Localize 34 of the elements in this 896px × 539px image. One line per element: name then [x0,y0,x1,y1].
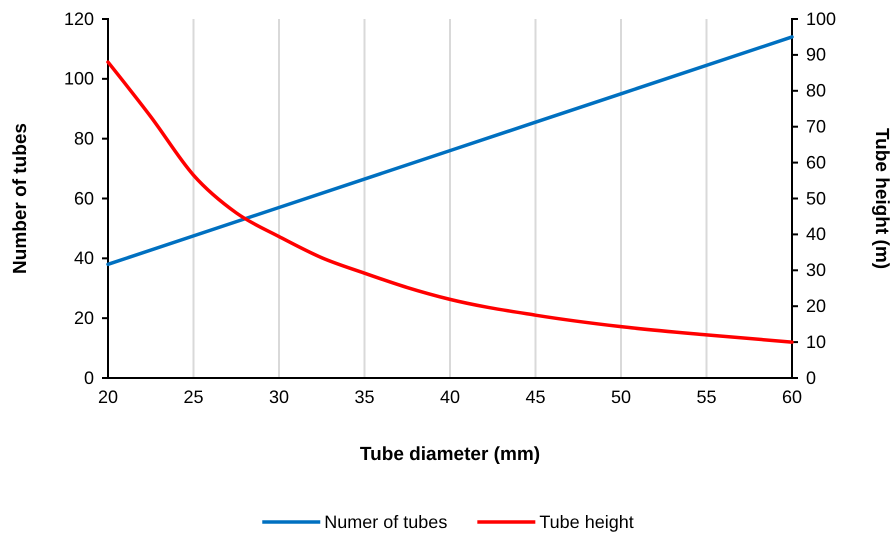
y2-tick-label: 20 [806,296,826,316]
x-tick-label: 55 [696,386,717,407]
y-tick-label: 100 [64,68,94,89]
y-tick-label: 80 [74,128,94,148]
x-tick-label: 60 [782,386,802,407]
y2-tick-label: 60 [806,152,826,172]
y-axis-title: Number of tubes [10,123,31,274]
x-tick-label: 20 [98,386,118,407]
y2-tick-label: 90 [806,44,826,65]
x-tick-label: 40 [440,386,460,407]
y2-tick-label: 80 [806,80,826,101]
y2-axis-title: Tube height (m) [871,128,892,270]
y-tick-label: 120 [64,8,94,29]
legend-label: Tube height [539,512,634,532]
x-axis-title: Tube diameter (mm) [360,444,540,465]
line-series [106,35,794,266]
y2-tick-label: 100 [806,8,836,29]
legend-label: Numer of tubes [324,512,448,532]
x-tick-label: 50 [610,386,632,407]
y-tick-label: 20 [74,308,94,328]
line-series [106,60,794,344]
x-tick-label: 35 [354,386,375,407]
y2-tick-label: 40 [806,224,826,244]
y2-tick-label: 0 [806,368,816,388]
x-tick-label: 25 [183,386,204,407]
y2-tick-label: 30 [806,260,826,280]
x-tick-label: 30 [268,386,290,407]
y-tick-label: 60 [74,188,94,208]
y2-tick-label: 50 [806,188,826,208]
y-tick-label: 40 [74,248,94,268]
y2-tick-label: 10 [806,332,826,352]
x-tick-label: 45 [525,386,546,407]
y2-tick-label: 70 [806,116,826,136]
y-tick-label: 0 [84,368,94,388]
